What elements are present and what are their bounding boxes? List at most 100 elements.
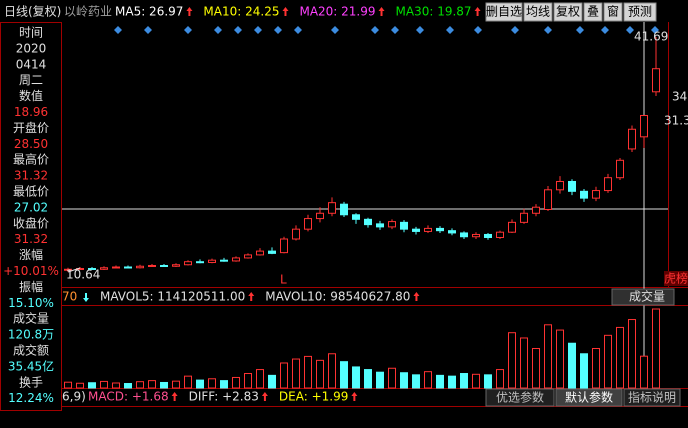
info-text: 2020 [16,41,47,55]
info-text: +10.01% [3,264,59,278]
event-marker [331,26,339,34]
info-text: 最低价 [13,185,49,199]
macd-left: 6,9) [62,390,86,404]
info-text: 27.02 [14,200,48,214]
ma-label: MA30: 19.87 [396,5,472,19]
volume-bar [316,359,324,389]
candle-body [496,231,504,238]
info-text: 收盘价 [13,215,49,230]
param-button-label: 默认参数 [565,390,613,405]
candle-body [88,268,96,271]
price-label: 34. [672,90,688,104]
arrow-icon [83,293,89,302]
candle-body [592,190,600,199]
volume-bar [328,353,336,389]
candle-body [316,212,324,220]
volume-bar [388,367,396,389]
volume-bar [292,358,300,389]
candle-body [352,214,360,220]
info-text: 0414 [16,57,47,71]
toolbar-button[interactable] [523,2,553,22]
toolbar-button[interactable] [603,2,623,22]
arrow-icon [282,7,289,16]
candle-body [532,206,540,214]
volume-bar [340,361,348,389]
arrow-icon [171,392,178,401]
candle-body [652,68,660,93]
low-marker: L [280,273,287,287]
volume-bar [544,324,552,389]
price-label: 10.64 [66,268,100,282]
candle-body [628,128,636,150]
candle-body [616,159,624,179]
event-marker [601,26,609,34]
candle-body [280,238,288,254]
candle-body [232,257,240,262]
toolbar-button[interactable] [583,2,603,22]
info-panel-border [0,22,62,411]
toolbar-button-label: 预测 [628,5,652,19]
event-marker [626,26,634,34]
volume-bar [580,353,588,389]
volume-bar [604,334,612,389]
toolbar-button-label: 删自选 [486,5,522,19]
rank-badge[interactable] [664,271,688,286]
volume-bar [592,348,600,389]
volume-bar [520,337,528,389]
candle-body [304,218,312,230]
event-marker [371,26,379,34]
price-label: 31.3 [664,114,688,128]
candle-body [448,230,456,234]
volume-bar [496,369,504,389]
param-button-label: 优选参数 [496,390,544,405]
indicator-box[interactable] [611,288,675,306]
volume-bar [136,381,144,389]
toolbar-button-label: 叠 [587,5,599,19]
param-button[interactable] [485,388,555,407]
arrow-icon [186,7,193,16]
arrow-icon [261,392,268,401]
volume-bar [256,369,264,389]
event-marker [234,26,242,34]
info-text: 35.45亿 [8,358,54,373]
candle-body [148,264,156,267]
param-button[interactable] [623,388,681,407]
candle-body [184,261,192,266]
volume-bar [304,355,312,389]
vol-left: 70 [62,290,77,304]
volume-bar [640,355,648,389]
candle-body [412,228,420,232]
event-marker [114,26,122,34]
toolbar-button[interactable] [553,2,583,22]
info-text: 120.8万 [8,328,54,342]
candle-body [400,221,408,230]
mavol-label: MAVOL5: 114120511.00 [100,290,245,304]
candle-body [376,223,384,228]
volume-bar [88,382,96,389]
info-text: 时间 [19,26,43,40]
candle-body [388,221,396,228]
volume-bar [508,332,516,389]
volume-bar [112,382,120,389]
toolbar-button[interactable] [485,2,523,22]
ma-label: MA5: 26.97 [115,5,183,19]
volume-bar [352,366,360,389]
candle-body [604,177,612,192]
info-text: 18.96 [14,105,48,119]
event-marker [294,26,302,34]
volume-bar [556,329,564,389]
mavol-label: MAVOL10: 98540627.80 [265,290,410,304]
info-text: 31.32 [14,232,48,246]
event-marker [651,26,659,34]
toolbar-button[interactable] [623,2,657,22]
info-text: 数值 [19,88,43,103]
candle-body [568,180,576,192]
param-button[interactable] [555,388,623,407]
arrow-icon [474,7,481,16]
candle-body [328,202,336,214]
stock-name: 以岭药业 [64,5,112,19]
arrow-icon [248,292,255,301]
event-marker [474,26,482,34]
